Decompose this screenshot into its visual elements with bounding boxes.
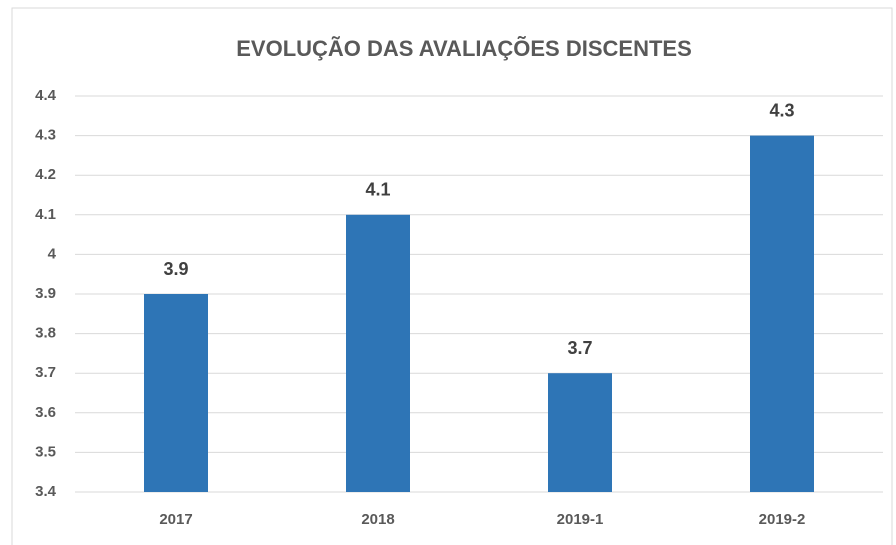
data-label: 3.9 bbox=[163, 259, 188, 279]
bar bbox=[346, 214, 410, 493]
y-tick-label: 4.3 bbox=[35, 127, 56, 144]
y-tick-label: 4.4 bbox=[35, 87, 57, 104]
data-label: 4.1 bbox=[365, 180, 390, 200]
y-tick-label: 3.5 bbox=[35, 443, 56, 460]
y-tick-label: 4 bbox=[48, 245, 57, 262]
x-tick-label: 2017 bbox=[159, 511, 192, 528]
x-tick-label: 2019-1 bbox=[557, 511, 604, 528]
y-tick-label: 4.2 bbox=[35, 166, 56, 183]
y-tick-label: 4.1 bbox=[35, 206, 56, 223]
chart-title: EVOLUÇÃO DAS AVALIAÇÕES DISCENTES bbox=[236, 36, 692, 61]
x-tick-label: 2019-2 bbox=[759, 511, 806, 528]
y-tick-label: 3.8 bbox=[35, 325, 56, 342]
y-tick-label: 3.4 bbox=[35, 483, 57, 500]
data-label: 3.7 bbox=[567, 338, 592, 358]
data-label: 4.3 bbox=[769, 100, 794, 120]
bar bbox=[750, 135, 814, 492]
y-tick-label: 3.7 bbox=[35, 364, 56, 381]
bar bbox=[144, 294, 208, 492]
y-tick-label: 3.9 bbox=[35, 285, 56, 302]
y-tick-label: 3.6 bbox=[35, 404, 56, 421]
bar bbox=[548, 373, 612, 492]
x-tick-label: 2018 bbox=[361, 511, 394, 528]
